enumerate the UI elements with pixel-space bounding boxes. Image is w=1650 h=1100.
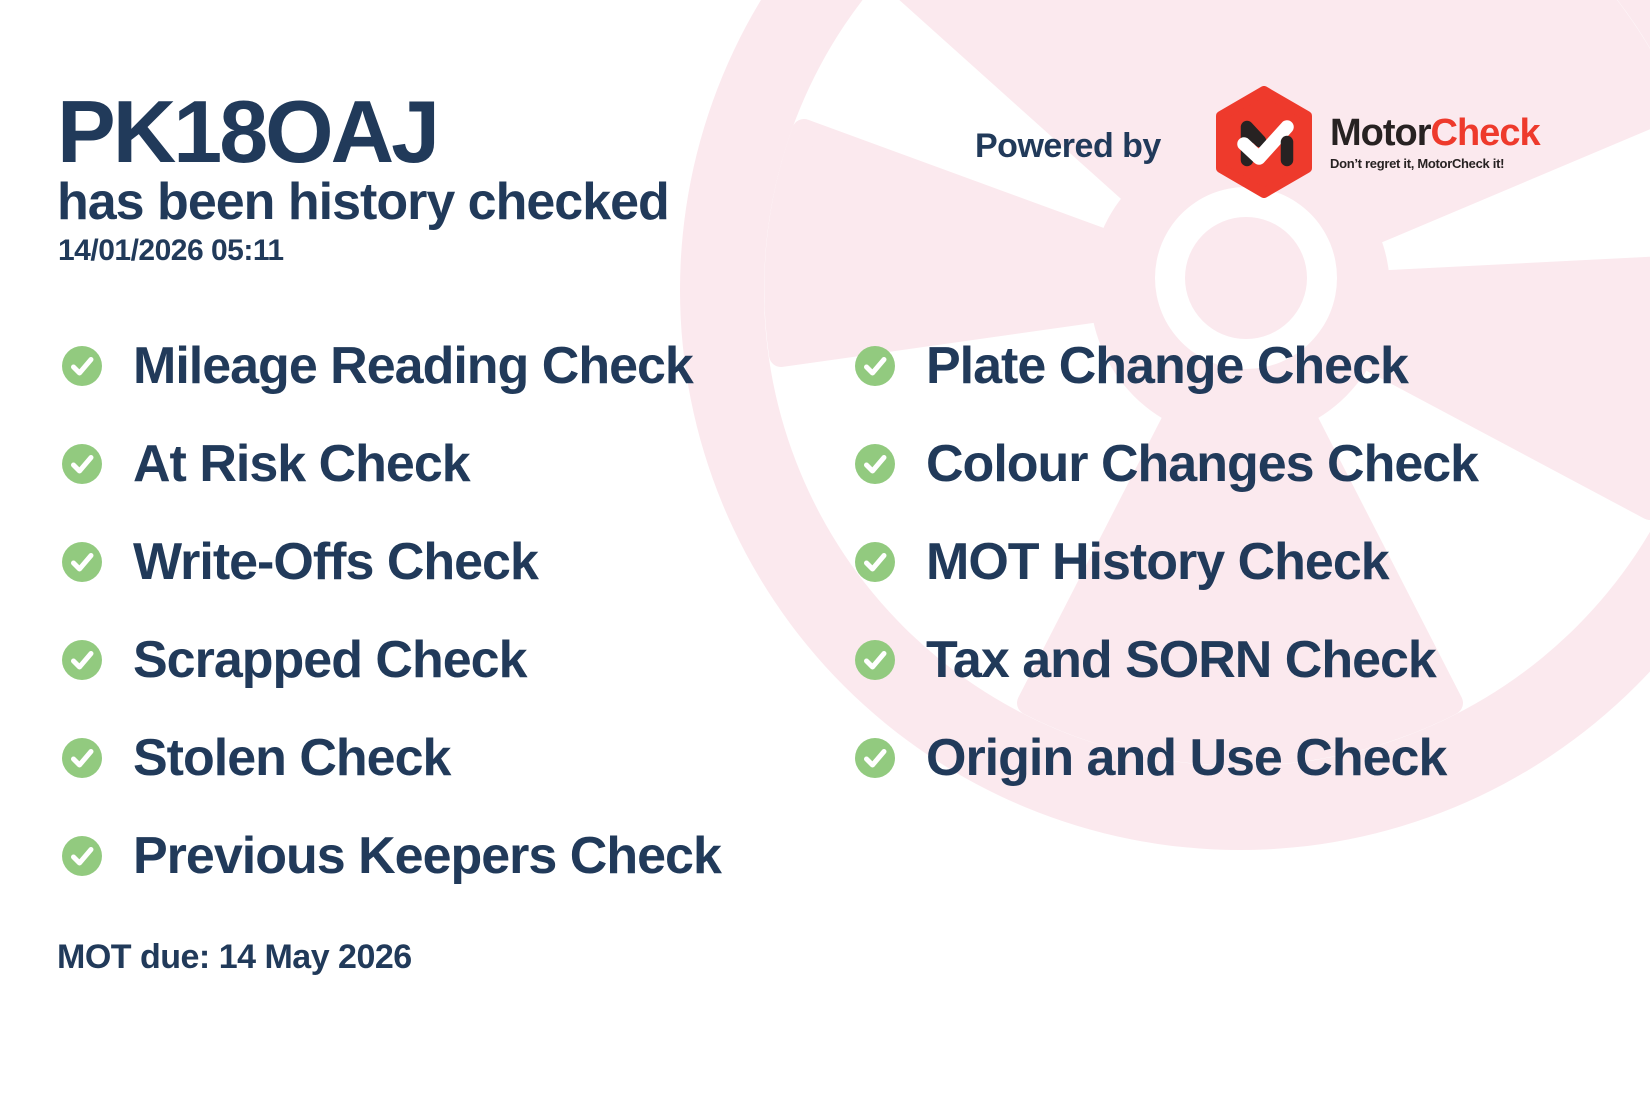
powered-by-label: Powered by (975, 127, 1161, 165)
checklist-item: MOT History Check (855, 532, 1478, 592)
check-circle-icon (855, 738, 895, 778)
checklist-item: Origin and Use Check (855, 728, 1478, 788)
checklist-item-label: Plate Change Check (926, 337, 1409, 395)
brand-tagline: Don’t regret it, MotorCheck it! (1330, 156, 1505, 171)
check-circle-icon (855, 346, 895, 386)
check-timestamp: 14/01/2026 05:11 (58, 234, 284, 267)
checklist-item: Colour Changes Check (855, 434, 1479, 494)
motorcheck-wordmark: MotorCheck Don’t regret it, MotorCheck i… (1330, 112, 1541, 171)
checklist-item: Mileage Reading Check (62, 336, 721, 396)
checklist-item-label: Mileage Reading Check (133, 337, 694, 395)
checklist-item: Previous Keepers Check (62, 826, 722, 886)
checklist-item-label: At Risk Check (133, 435, 471, 493)
check-circle-icon (62, 444, 102, 484)
checklist-item: Write-Offs Check (62, 532, 721, 592)
check-circle-icon (855, 640, 895, 680)
checklist-item-label: Colour Changes Check (926, 435, 1479, 493)
check-circle-icon (62, 346, 102, 386)
checklist-right-column: Plate Change Check Colour Changes Check … (855, 336, 1479, 788)
check-circle-icon (62, 738, 102, 778)
checklist-item: At Risk Check (62, 434, 721, 494)
brand-motor: Motor (1330, 112, 1432, 154)
checklist-item-label: Tax and SORN Check (926, 631, 1437, 689)
check-circle-icon (62, 836, 102, 876)
checklist-item-label: Origin and Use Check (926, 729, 1447, 787)
checklist-item-label: Previous Keepers Check (133, 827, 722, 885)
checklist-item-label: MOT History Check (926, 533, 1390, 591)
check-circle-icon (855, 444, 895, 484)
motorcheck-hexagon-icon (1216, 86, 1312, 198)
checklist-item-label: Stolen Check (133, 729, 451, 787)
mot-due-text: MOT due: 14 May 2026 (57, 938, 412, 976)
checklist-item-label: Scrapped Check (133, 631, 527, 689)
vehicle-registration: PK18OAJ (57, 82, 440, 181)
checklist-item: Tax and SORN Check (855, 630, 1478, 690)
check-circle-icon (855, 542, 895, 582)
checklist-item: Stolen Check (62, 728, 721, 788)
brand-check: Check (1430, 112, 1541, 154)
page-title: has been history checked (57, 173, 670, 231)
checklist-left-column: Mileage Reading Check At Risk Check Writ… (62, 336, 722, 886)
checklist-item-label: Write-Offs Check (133, 533, 539, 591)
check-circle-icon (62, 542, 102, 582)
checklist-item: Plate Change Check (855, 336, 1478, 396)
checklist-item: Scrapped Check (62, 630, 721, 690)
check-circle-icon (62, 640, 102, 680)
